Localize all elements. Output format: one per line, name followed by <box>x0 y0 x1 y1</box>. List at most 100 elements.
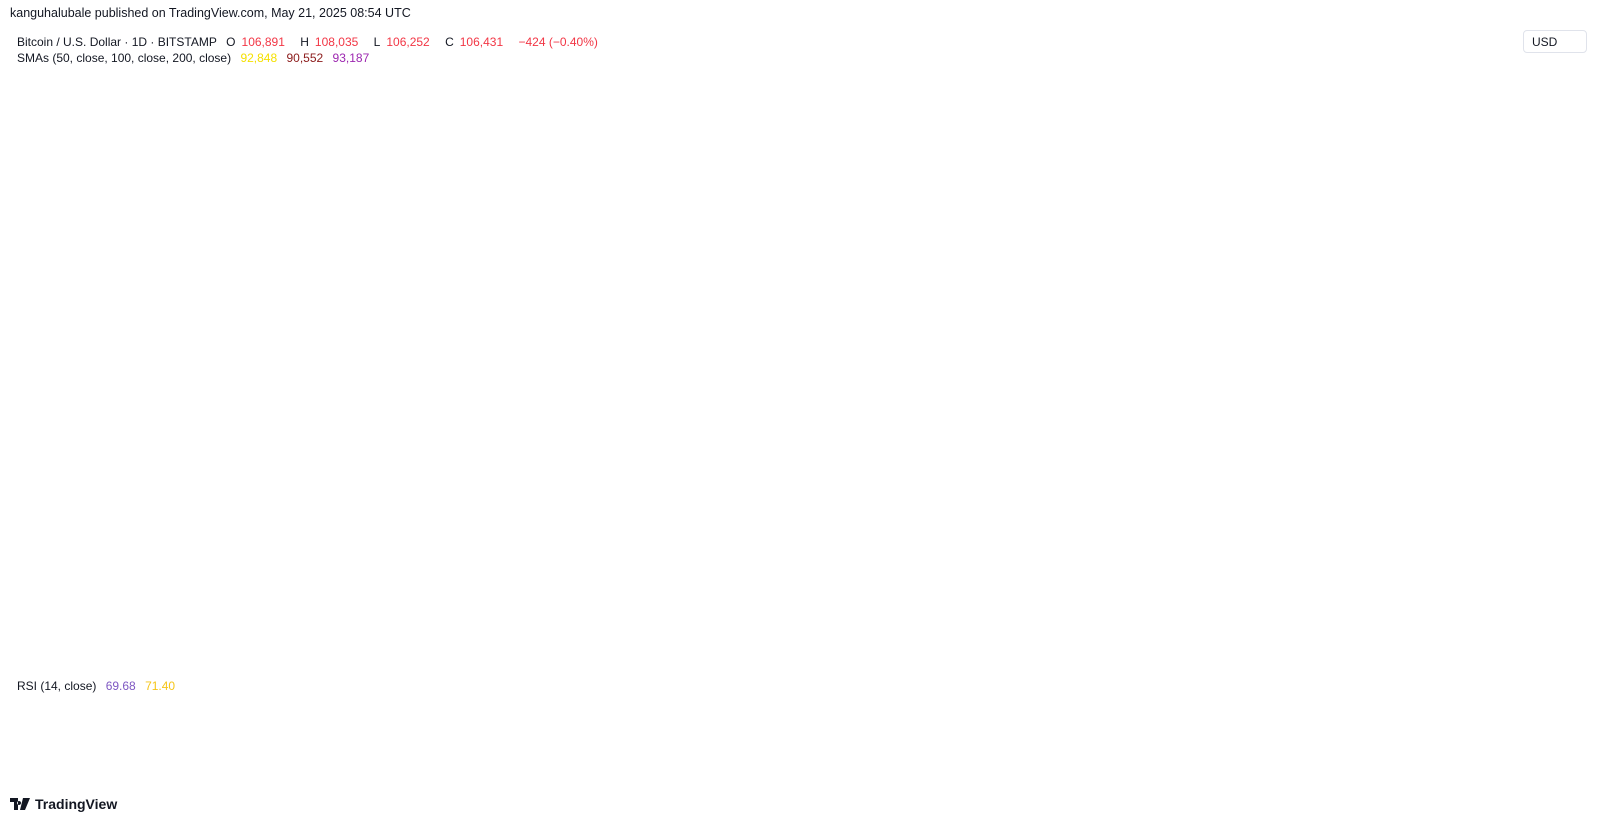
candle <box>644 301 648 349</box>
candle <box>627 312 631 323</box>
cup-pattern-curve[interactable] <box>807 260 1317 543</box>
time-tick-label: Feb <box>852 768 873 782</box>
candle <box>623 313 627 343</box>
price-axis[interactable]: 132,000 124,000 116,000 111,000 101,000 95,00… <box>1530 111 1574 661</box>
candle-body <box>274 676 277 705</box>
candle <box>1143 449 1147 486</box>
candle <box>245 720 248 770</box>
sma100-value: 90,552 <box>286 51 324 65</box>
candle-body <box>943 328 947 345</box>
candle-body <box>452 602 456 608</box>
candle-body <box>918 333 922 335</box>
candle-body <box>781 356 785 358</box>
candle <box>323 626 327 657</box>
candle-body <box>1160 436 1163 444</box>
moving-averages <box>11 321 1318 689</box>
candle-body <box>669 274 672 276</box>
target-measure-label: 34,463 (32.42%) 34,463 <box>1315 44 1444 58</box>
symbol-name[interactable]: Bitcoin / U.S. Dollar · 1D · BITSTAMP <box>17 35 217 49</box>
candle <box>411 593 415 613</box>
time-axis[interactable]: Aug Sep Oct Nov Dec 2025 Feb Mar Apr May Jun Jul <box>86 768 1494 782</box>
candle-body <box>1264 293 1267 297</box>
sma-legend: SMAs (50, close, 100, close, 200, close)… <box>17 51 375 65</box>
candle-body <box>864 312 868 334</box>
candle <box>1301 261 1305 299</box>
candle-body <box>1176 433 1180 437</box>
candle-body <box>241 707 244 728</box>
candle <box>714 337 718 365</box>
candle <box>586 334 589 389</box>
candle <box>656 298 660 317</box>
time-tick-label: Apr <box>1098 768 1117 782</box>
price-tick-label: 87,000 <box>1530 409 1567 423</box>
time-tick-label: Oct <box>341 768 360 782</box>
candle-body <box>369 649 373 658</box>
candle <box>373 637 377 662</box>
candle <box>710 332 714 364</box>
candle <box>444 582 448 610</box>
candle <box>981 349 984 431</box>
candle <box>274 663 277 705</box>
candle-body <box>124 661 128 674</box>
candle-body <box>1081 412 1084 417</box>
footer-brand[interactable]: TradingView <box>10 796 117 812</box>
candle-body <box>1284 287 1288 292</box>
candle <box>615 309 618 349</box>
candle-body <box>540 383 544 388</box>
candle <box>361 647 365 674</box>
candle <box>1018 436 1022 503</box>
us-flag-event-icon[interactable] <box>1305 647 1329 667</box>
candle <box>402 598 406 658</box>
rsi-axis[interactable]: 50.00 25.00 <box>1530 714 1560 759</box>
candle-body <box>378 655 381 658</box>
candle <box>860 292 864 327</box>
candle-body <box>652 306 656 317</box>
candle <box>394 630 398 663</box>
candle <box>1251 335 1255 366</box>
candle <box>744 323 747 341</box>
candle-body <box>348 643 352 673</box>
candle-body <box>61 614 65 621</box>
candle <box>931 343 935 362</box>
candle <box>964 394 968 440</box>
time-tick-label: Mar <box>968 768 989 782</box>
candle <box>423 583 427 601</box>
sma50-line[interactable] <box>11 321 1318 689</box>
candle <box>660 277 664 317</box>
candle <box>1097 442 1101 467</box>
time-tick-label: May <box>1221 768 1244 782</box>
candle-body <box>1139 453 1143 510</box>
currency-button[interactable]: USD <box>1523 30 1587 53</box>
rsi-band <box>9 697 1520 746</box>
sma-legend-label[interactable]: SMAs (50, close, 100, close, 200, close) <box>17 51 232 65</box>
candle-body <box>910 332 914 342</box>
candle <box>1160 431 1163 453</box>
candle <box>914 320 918 352</box>
candle-body <box>411 596 415 602</box>
candle-body <box>602 336 606 343</box>
candle-body <box>86 604 90 612</box>
candle <box>756 294 760 351</box>
sma200-line[interactable] <box>133 364 1318 676</box>
candle-body <box>615 325 618 346</box>
rsi-legend-label[interactable]: RSI (14, close) <box>17 679 97 693</box>
candle-body <box>902 335 905 348</box>
candle-body <box>531 388 535 414</box>
candle-body <box>82 589 86 605</box>
sma100-line[interactable] <box>11 328 1318 667</box>
candle-body <box>190 633 194 635</box>
candle <box>1089 404 1093 450</box>
candle-body <box>1039 438 1043 454</box>
cup-pattern-fill[interactable] <box>807 261 1316 542</box>
drawdown-range-box[interactable] <box>812 261 1133 521</box>
candle <box>1280 280 1284 311</box>
candle <box>814 259 818 311</box>
candle <box>1176 425 1180 449</box>
candle-body <box>1255 338 1259 340</box>
candle <box>220 687 223 703</box>
candle-body <box>873 306 876 332</box>
candle <box>1026 428 1030 482</box>
candle <box>378 643 381 663</box>
